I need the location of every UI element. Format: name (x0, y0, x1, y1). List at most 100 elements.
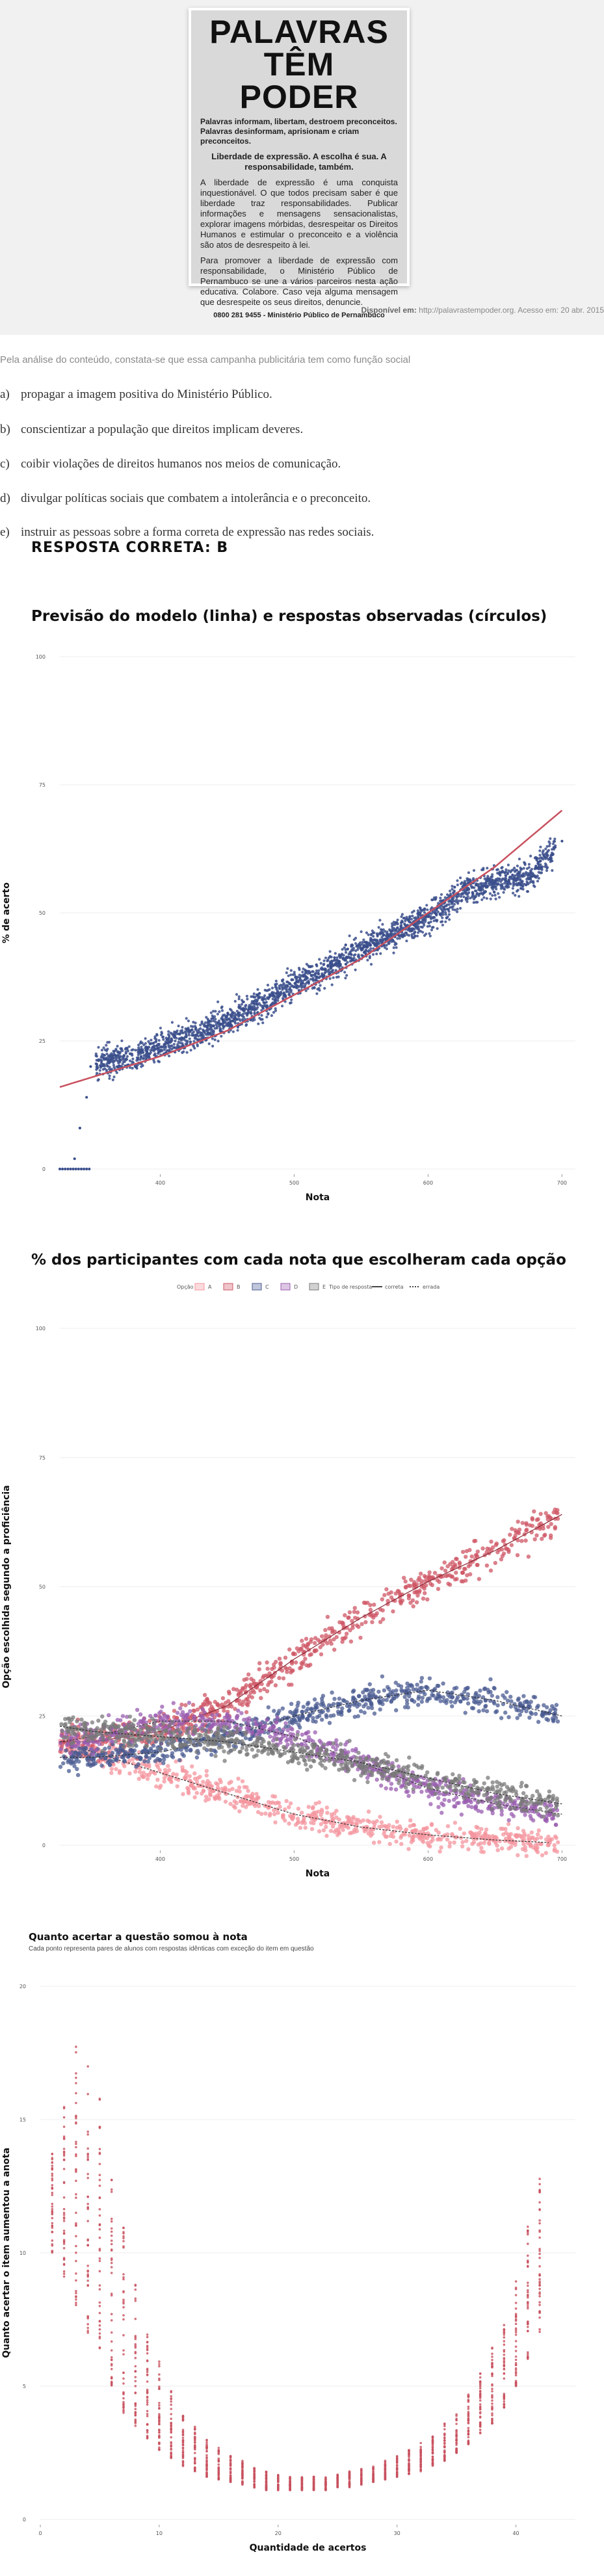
option-point-b (422, 1573, 427, 1579)
observed-point (311, 973, 314, 977)
option-point-b (278, 1661, 283, 1666)
observed-point (309, 978, 312, 981)
option-point-c (415, 1683, 419, 1687)
option-point-a (506, 1822, 511, 1826)
observed-point (153, 1037, 157, 1040)
option-point-a (371, 1841, 376, 1845)
observed-point (189, 1025, 193, 1028)
option-point-a (244, 1785, 249, 1790)
option-point-b (464, 1555, 468, 1559)
observed-point (97, 1045, 100, 1049)
observed-point (486, 867, 489, 870)
option-point-c (483, 1698, 488, 1703)
option-point-a (204, 1768, 209, 1774)
observed-point (417, 912, 420, 915)
observed-point (477, 884, 480, 887)
observed-point (99, 1056, 103, 1059)
option-point-c (120, 1748, 125, 1753)
x-tick-label: 600 (423, 1856, 433, 1862)
option-point-b (370, 1620, 374, 1625)
option-point-b (397, 1589, 401, 1594)
option-point-a (290, 1817, 295, 1822)
observed-point (157, 1046, 160, 1049)
option-point-c (492, 1685, 496, 1690)
observed-point (205, 1033, 208, 1036)
option-point-c (315, 1702, 319, 1706)
observed-point (393, 943, 397, 947)
option-point-c (463, 1711, 467, 1715)
observed-point (380, 932, 384, 935)
observed-point (140, 1045, 143, 1049)
observed-point (161, 1036, 164, 1039)
observed-point (116, 1045, 119, 1048)
observed-point (463, 880, 467, 883)
observed-point (117, 1056, 120, 1059)
option-point-d (300, 1732, 304, 1737)
observed-point (223, 1014, 226, 1017)
legend-swatch-b (223, 1283, 233, 1291)
option-point-b (424, 1583, 428, 1588)
observed-point (189, 1040, 192, 1044)
option-point-a (273, 1820, 278, 1825)
option-point-a (349, 1830, 354, 1835)
option-point-b (262, 1687, 267, 1692)
observed-point (489, 897, 492, 900)
option-point-a (445, 1824, 451, 1828)
observed-point (264, 997, 267, 1001)
observed-point (334, 969, 337, 972)
observed-point (121, 1062, 124, 1066)
observed-point (120, 1055, 123, 1058)
option-point-c (319, 1717, 324, 1722)
option-point-a (450, 1832, 454, 1837)
observed-point (395, 929, 398, 932)
observed-point (228, 1017, 231, 1020)
observed-point (539, 871, 542, 874)
option-point-b (244, 1683, 248, 1688)
option-point-c (508, 1694, 513, 1699)
option-point-c (94, 1753, 99, 1757)
option-point-a (506, 1846, 511, 1851)
option-point-c (62, 1756, 68, 1761)
option-point-b (273, 1683, 278, 1688)
option-point-d (473, 1797, 477, 1802)
option-point-c (83, 1746, 88, 1750)
option-point-a (145, 1776, 150, 1781)
option-point-c (533, 1711, 538, 1716)
option-point-a (475, 1826, 480, 1830)
observed-point (513, 866, 516, 870)
option-point-a (408, 1818, 413, 1822)
observed-point (297, 966, 301, 970)
observed-point (451, 908, 454, 911)
option-point-a (313, 1810, 318, 1815)
option-point-b (257, 1667, 261, 1672)
observed-point (403, 917, 406, 920)
observed-point (211, 1044, 215, 1048)
option-point-b (251, 1678, 256, 1683)
observed-point (408, 930, 412, 933)
observed-point (105, 1044, 108, 1047)
option-point-b (411, 1604, 415, 1609)
option-point-a (523, 1845, 528, 1850)
observed-point (342, 956, 345, 960)
option-point-a (229, 1780, 233, 1784)
observed-point (223, 1025, 226, 1028)
observed-point (214, 1010, 217, 1013)
observed-point (479, 889, 482, 892)
observed-point (192, 1031, 195, 1034)
observed-point (377, 926, 380, 929)
option-point-c (419, 1676, 425, 1680)
option-point-a (546, 1834, 551, 1839)
legend-label-c: C (265, 1284, 269, 1290)
observed-point (106, 1058, 109, 1062)
option-d: d) divulgar políticas sociais que combate… (0, 492, 371, 506)
option-point-b (436, 1586, 441, 1592)
option-point-b (320, 1634, 324, 1638)
observed-point (549, 859, 553, 862)
observed-point (459, 906, 462, 910)
option-point-b (265, 1689, 270, 1694)
option-point-a (382, 1832, 386, 1836)
observed-point (370, 932, 373, 936)
observed-point (479, 886, 482, 889)
observed-point (116, 1054, 120, 1057)
observed-point (419, 913, 422, 917)
